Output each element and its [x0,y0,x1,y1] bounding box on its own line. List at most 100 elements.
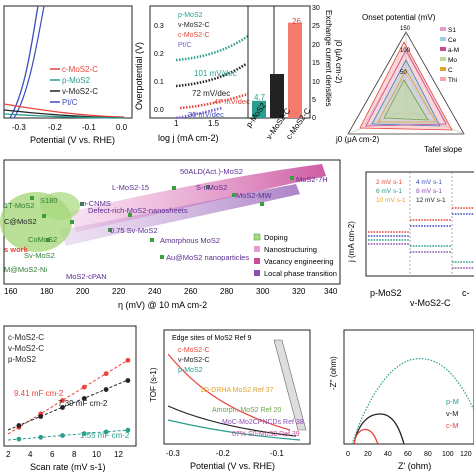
xtick-e-9: 340 [324,287,338,296]
xtick-i-0: 0 [346,451,350,458]
lbl-e-17: s work [4,245,29,254]
xtick-a-0: -0.3 [12,123,26,132]
lbl-e-1: L-MoS2-15 [112,183,149,192]
axis-d-right: Tafel slope [424,145,463,154]
legend-h-0: c-MoS2-C [178,347,210,354]
xcat-f-2: c- [462,288,470,298]
legend-a-p: p-MoS2 [62,76,91,85]
tick-d-2: 50 [400,70,407,76]
xtick-e-2: 200 [76,287,90,296]
ylabel-c: Exchange current densities [324,10,333,107]
dot-1-1 [38,414,44,419]
ytick-c-0: 30 [312,5,320,12]
slope-c: 47 mV/dec [214,97,250,106]
ytick-c-1: 25 [312,23,320,30]
ytick-b-2: 0.1 [154,79,164,86]
annot-g-1: 7.39 mF cm-2 [58,399,108,408]
legend-d-5: Thi [448,77,457,84]
xtick-g-0: 2 [6,450,11,459]
nyq-p [351,358,474,445]
xtick-b-0: 1 [174,119,179,128]
panel-c: 4.7 12 26 30 25 20 15 10 5 0 Exchange cu… [244,5,343,141]
title-d: Onset potential (mV) [362,13,436,22]
legend-f-4: 10 mV s-1 [376,197,406,204]
tafel-v [175,62,247,88]
ref-h-2: Amorph. MoS2 Ref 20 [212,407,281,414]
ylabel-h: TOF (s-1) [149,367,158,402]
xtick-g-2: 6 [50,450,55,459]
lbl-e-2: m-CNMS [80,199,111,208]
tick-d-0: 150 [400,26,411,32]
ytick-c-2: 20 [312,42,320,49]
bar-1 [270,74,284,118]
xcat-f-0: p-MoS2 [370,288,402,298]
legend-h-2: p-MoS2 [178,367,203,374]
legend-e-1: Nanostructuring [264,245,317,254]
bar-label-p: 4.7 [254,93,266,102]
tafel-pt [175,106,223,120]
pt-curve [9,5,39,119]
bar-label-c: 26 [292,17,301,26]
bar-group [252,22,302,119]
ytick-c-4: 10 [312,79,320,86]
ref-h-1: 1D-DRHA MoS2 Ref 37 [200,387,274,394]
xtick-e-3: 220 [112,287,126,296]
dot-2-4 [103,429,109,435]
xtick-i-6: 120 [460,451,472,458]
dot-0-3 [81,384,87,390]
slope-pt: 30 mV/dec [188,110,224,119]
ytick-c-6: 0 [312,115,316,122]
dot-1-0 [16,423,22,428]
nyq-c [353,428,379,445]
xtick-g-3: 8 [72,450,77,459]
scatter-points [16,357,131,442]
lbl-e-4: 1T-MoS2 [4,201,34,210]
lbl-e-11: CoMoS2 [28,235,57,244]
legend-b-pt: Pt/C [178,42,192,49]
c-curve [3,103,125,118]
xtick-i-1: 20 [364,451,372,458]
legend-g-2: p-MoS2 [8,355,37,364]
tafel-p [175,34,249,62]
dot-0-5 [125,357,131,363]
lbl-e-16: MoS2-cPAN [66,272,107,281]
xtick-i-2: 40 [384,451,392,458]
ref-h-0: Edge sites of MoS2 Ref 9 [172,335,251,342]
xtick-a-1: -0.2 [48,123,62,132]
dot-1-4 [103,387,109,392]
xtick-e-6: 280 [220,287,234,296]
legend-a-v: v-MoS2-C [62,87,98,96]
pt-curve-2 [13,5,45,119]
legend-b-p: p-MoS2 [178,12,203,19]
lbl-e-10: 0.75 Sv-MoS2 [110,226,158,235]
dot-1-3 [81,396,87,401]
xtick-b-1: 1.5 [208,119,220,128]
legend-i-2: c-M [446,421,459,430]
bar-2 [288,22,302,119]
xtick-g-1: 4 [28,450,33,459]
xtick-e-5: 260 [184,287,198,296]
lbl-e-12: Sv-MoS2 [24,251,55,260]
panel-e: 50ALD(Act.)-MoS2 L-MoS2-15 m-CNMS S180 1… [0,159,341,310]
xtick-i-5: 100 [442,451,454,458]
dot-2-2 [60,433,65,438]
tafel-c [179,92,249,110]
panel-f: j (mA cm-2) 2 mV s-1 4 mV s-1 6 mV s-1 8… [347,171,474,308]
legend-d-4: C [448,67,453,74]
xlabel-e: η (mV) @ 10 mA cm-2 [118,300,207,310]
legend-i-0: p-M [446,397,459,406]
bar-0 [252,100,266,118]
legend-f-3: 8 mV s-1 [416,188,442,195]
ytick-c-3: 15 [312,60,320,67]
slope-p: 101 mV/dec [194,69,237,78]
legend-f-1: 4 mV s-1 [416,179,442,186]
legend-f-0: 2 mV s-1 [376,179,402,186]
legend-f-5: 12 mV s-1 [416,197,446,204]
panel-b: Overpotential (V) 0.3 0.2 0.1 0.0 101 mV… [134,5,275,143]
dot-1-5 [125,378,131,383]
xcat-f-1: v-MoS2-C [410,298,451,308]
annot-g-2: 1.55 mF cm-2 [80,431,130,440]
p-curve [3,113,125,119]
